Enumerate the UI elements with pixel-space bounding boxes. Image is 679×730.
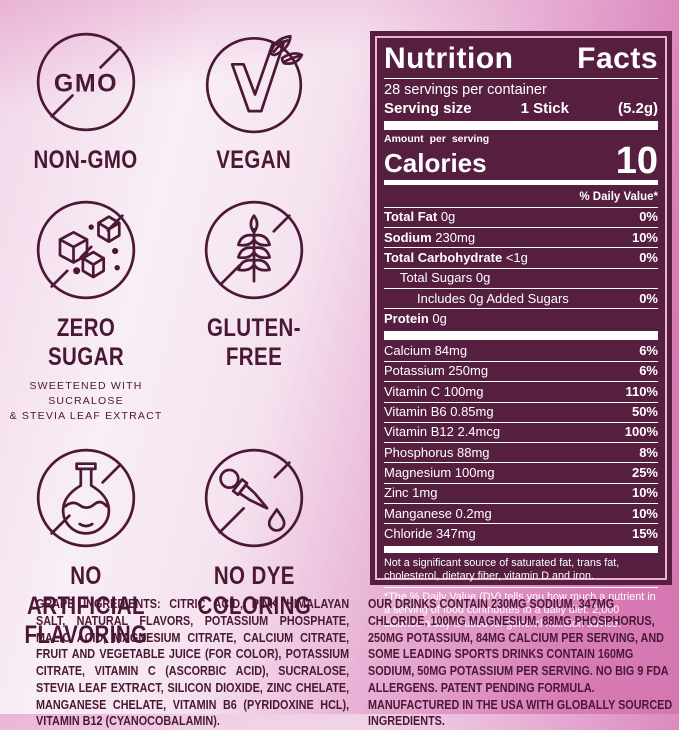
badge-gluten-free: GLUTEN-FREE	[170, 190, 338, 425]
nutrient-name: Chloride 347mg	[384, 525, 476, 541]
gmo-icon-text: GMO	[54, 69, 118, 97]
badge-no-dye-coloring: NO DYE COLORING	[185, 438, 324, 651]
badge-no-artificial-flavoring: NO ARTIFICIAL FLAVORING	[2, 438, 170, 651]
badge-non-gmo: GMO NON-GMO	[22, 22, 149, 176]
sugar-crossed-icon	[36, 200, 136, 299]
daily-value-footnote: *The % Daily Value (DV) tells you how mu…	[384, 586, 658, 635]
badge-label-gluten-free: GLUTEN-FREE	[207, 313, 301, 372]
nutrient-row-carbohydrate: Total Carbohydrate <1g 0%	[384, 247, 658, 267]
nutrient-pct: 50%	[631, 404, 658, 420]
mineral-row-zinc: Zinc 1mg 10%	[384, 482, 658, 503]
not-significant-source-note: Not a significant source of saturated fa…	[384, 556, 620, 583]
divider-thick	[384, 545, 658, 553]
dropper-crossed-icon	[204, 448, 304, 548]
nutrient-amount: <1g	[505, 249, 528, 265]
nutrient-name: Magnesium 100mg	[384, 464, 495, 480]
nutrient-name: Total Carbohydrate	[384, 249, 503, 265]
servings-per-container: 28 servings per container	[384, 81, 547, 98]
mineral-row-manganese: Manganese 0.2mg 10%	[384, 503, 658, 523]
mineral-row-potassium: Potassium 250mg 6%	[384, 360, 658, 381]
nutrient-row-total-sugars: Total Sugars 0g	[384, 267, 658, 288]
mineral-row-chloride: Chloride 347mg 15%	[384, 523, 658, 543]
nutrient-name: Manganese 0.2mg	[384, 505, 492, 521]
badge-zero-sugar: ZERO SUGAR SWEETENED WITH SUCRALOSE & ST…	[2, 190, 170, 425]
vegan-icon	[205, 34, 304, 134]
nutrient-name: Total Sugars 0g	[400, 270, 491, 286]
flask-crossed-icon	[36, 448, 136, 548]
nutrient-pct: 0%	[639, 290, 658, 306]
calories-label: Calories	[384, 147, 487, 178]
drink-comparison-paragraph: OUR DRINKS CONTAIN 230MG SODIUM, 347MG C…	[368, 597, 673, 729]
calories-value: 10	[615, 139, 658, 182]
nutrient-name: Includes 0g Added Sugars	[417, 290, 569, 306]
gmo-crossed-icon: GMO	[36, 32, 136, 132]
mineral-row-vitamin-c: Vitamin C 100mg 110%	[384, 381, 658, 401]
badge-grid: GMO NON-GMO VEGAN ZERO SUGAR SWEETENED W…	[2, 22, 338, 651]
nutrient-amount: 0g	[432, 310, 447, 326]
daily-value-header: % Daily Value*	[579, 190, 658, 203]
grape-ingredients-paragraph: GRAPE INGREDIENTS: CITRIC ACID, PINK HIM…	[36, 597, 350, 729]
nutrient-pct: 25%	[631, 464, 658, 480]
serving-size-value: 1 Stick	[520, 99, 569, 117]
nutrient-pct: 8%	[639, 444, 658, 460]
nutrient-name: Zinc 1mg	[384, 485, 438, 501]
nutrient-name: Vitamin B12 2.4mcg	[384, 424, 501, 440]
amount-per-serving-label: Amount per serving	[384, 132, 490, 145]
serving-size-label: Serving size	[384, 99, 472, 117]
badge-vegan: VEGAN	[202, 22, 306, 176]
nutrient-pct: 10%	[631, 485, 658, 501]
mineral-row-vitamin-b12: Vitamin B12 2.4mcg 100%	[384, 421, 658, 442]
nutrient-pct: 0%	[639, 249, 658, 265]
nutrient-name: Protein	[384, 310, 429, 326]
nutrient-pct: 0%	[639, 209, 658, 225]
divider-thick	[384, 330, 658, 340]
divider-thick	[384, 120, 658, 130]
nutrient-pct: 10%	[631, 505, 658, 521]
serving-size-row: Serving size 1 Stick (5.2g)	[384, 100, 658, 117]
serving-size-weight: (5.2g)	[617, 99, 658, 117]
nutrient-name: Vitamin B6 0.85mg	[384, 404, 494, 420]
divider-medium	[384, 179, 658, 185]
nutrition-facts-title: Nutrition Facts	[384, 43, 658, 79]
nutrient-row-sodium: Sodium 230mg 10%	[384, 227, 658, 247]
nutrient-name: Phosphorus 88mg	[384, 444, 490, 460]
nutrition-facts-panel: Nutrition Facts 28 servings per containe…	[375, 36, 667, 630]
badge-label-no-dye-coloring: NO DYE COLORING	[197, 562, 311, 620]
nutrient-name: Sodium	[384, 229, 432, 245]
nutrient-amount: 0g	[440, 209, 456, 225]
calories-row: Calories 10	[384, 139, 658, 182]
nutrient-row-protein: Protein 0g	[384, 308, 658, 328]
mineral-row-phosphorus: Phosphorus 88mg 8%	[384, 442, 658, 462]
nutrient-name: Calcium 84mg	[384, 343, 468, 359]
nutrient-pct: 100%	[624, 424, 658, 440]
badge-label-no-artificial-flavoring: NO ARTIFICIAL FLAVORING	[24, 562, 148, 650]
nutrient-pct: 10%	[631, 229, 658, 245]
badge-label-vegan: VEGAN	[216, 146, 292, 174]
mineral-row-vitamin-b6: Vitamin B6 0.85mg 50%	[384, 401, 658, 422]
nutrient-name: Total Fat	[384, 209, 438, 225]
nutrient-name: Potassium 250mg	[384, 363, 489, 379]
nutrient-pct: 110%	[625, 383, 658, 399]
nutrient-amount: 230mg	[435, 229, 476, 245]
nutrient-pct: 6%	[639, 363, 658, 379]
badge-subcaption-zero-sugar: SWEETENED WITH SUCRALOSE & STEVIA LEAF E…	[9, 379, 163, 422]
nutrient-pct: 15%	[631, 525, 658, 541]
badge-label-non-gmo: NON-GMO	[33, 146, 139, 174]
nutrient-row-total-fat: Total Fat 0g 0%	[384, 206, 658, 227]
nutrient-pct: 6%	[639, 343, 658, 359]
mineral-row-calcium: Calcium 84mg 6%	[384, 342, 658, 361]
nutrient-row-added-sugars: Includes 0g Added Sugars 0%	[384, 288, 658, 308]
badge-label-zero-sugar: ZERO SUGAR	[47, 313, 125, 372]
nutrient-name: Vitamin C 100mg	[384, 383, 484, 399]
mineral-row-magnesium: Magnesium 100mg 25%	[384, 462, 658, 482]
wheat-crossed-icon	[204, 200, 304, 299]
